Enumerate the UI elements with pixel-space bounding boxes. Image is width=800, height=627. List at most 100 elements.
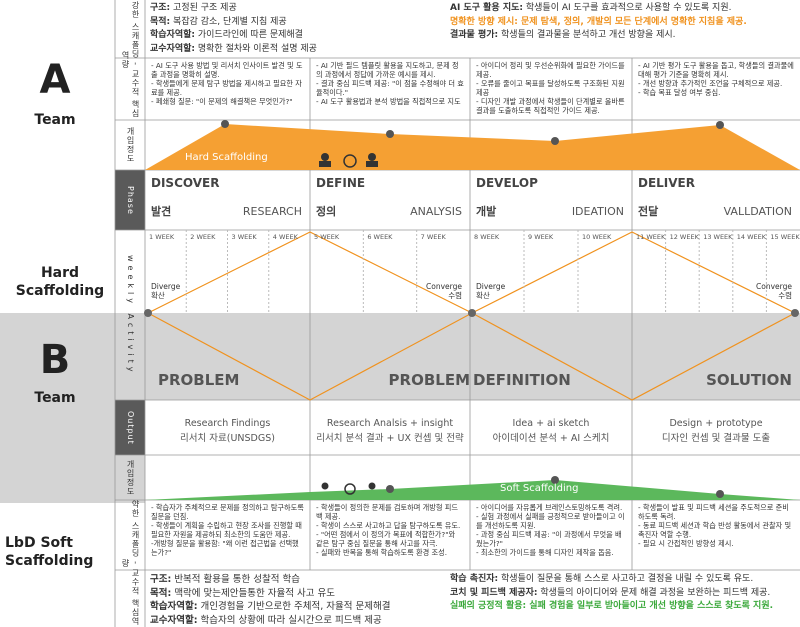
week-label: 5 WEEK <box>314 233 340 241</box>
output-en: Idea + ai sketch <box>512 418 590 429</box>
row-label: 강한 스캐폴딩 - 교수적 핵심역량 <box>121 1 140 119</box>
info-line: 학습 촉진자: 학생들이 질문을 통해 스스로 사고하고 결정을 내릴 수 있도… <box>450 574 795 585</box>
output-ko: 리서치 자료(UNSDGS) <box>180 433 275 444</box>
bullet-text: - 동료 피드백 세션과 학습 반성 활동에서 관찰자 및 촉진자 역할 수행. <box>638 521 792 539</box>
info-text: 맥락에 맞는제안들통한 자율적 사고 유도 <box>174 587 335 599</box>
bullet-text: - AI 도구 활용법과 분석 방법을 직접적으로 지도 <box>316 97 461 106</box>
bullet-text: - 학생들이 발표 및 피드백 세션을 주도적으로 준비하도록 독려. <box>638 503 789 521</box>
week-label: 12 WEEK <box>669 233 699 241</box>
row-label: 개입정도 <box>126 127 135 163</box>
activity-label: DEFINITION <box>473 371 571 389</box>
info-text: 학생들이 AI 도구를 효과적으로 사용할 수 있도록 지원. <box>525 3 732 13</box>
info-text: 반복적 활용을 통한 성찰적 학습 <box>174 574 301 585</box>
flow-en: Diverge <box>476 282 506 291</box>
info-text: 실패 경험을 일부로 받아들이고 개선 방향을 스스로 찾도록 지원. <box>529 601 774 611</box>
info-line: AI 도구 활용 지도: 학생들이 AI 도구를 효과적으로 사용할 수 있도록… <box>450 3 795 14</box>
info-label: 명확한 방향 제시: <box>450 16 518 27</box>
info-text: 학생들의 결과물을 분석하고 개선 방향을 제시. <box>501 30 676 40</box>
bullet-text: - 학생들이 계획을 수립하고 현장 조사를 진행할 때 필요한 자원을 제공하… <box>151 521 302 539</box>
bullet-text: - 실패와 반복을 통해 학습하도록 환경 조성. <box>316 548 448 557</box>
bullet-text: - 오류를 줄이고 목표를 달성하도록 구조화된 지원 제공 <box>476 79 625 97</box>
bullet-text: - 아이디어를 자유롭게 브레인스토밍하도록 격려. <box>476 503 623 512</box>
bullet-box: - AI 도구 사용 방법 및 리서치 인사이트 발견 및 도출 과정을 명확히… <box>151 61 304 119</box>
flow-label: Diverge 확산 <box>151 282 180 301</box>
info-text: 고정된 구조 제공 <box>173 3 237 13</box>
info-label: 교수자역할: <box>150 43 195 54</box>
week-label: 9 WEEK <box>528 233 554 241</box>
phase-en: DEFINE <box>316 176 366 190</box>
output-ko: 디자인 컨셉 및 결과물 도출 <box>661 433 771 444</box>
bullet-text: - 과정 중심 피드백 제공: "이 과정에서 무엇을 배웠는가?" <box>476 530 622 548</box>
bullet-text: - 학생들에게 문제 탐구 방법을 제시하고 필요한 자료를 제공. <box>151 79 302 97</box>
info-label: 코치 및 피드백 제공자: <box>450 587 538 598</box>
soft-scaffolding: LbD Soft Scaffolding <box>5 535 94 569</box>
phase-cell <box>115 170 145 230</box>
output-ko: 아이데이션 분석 + AI 스케치 <box>492 433 610 444</box>
info-text: 문제 탐색, 정의, 개발의 모든 단계에서 명확한 지침을 제공. <box>520 16 747 27</box>
info-text: 학습자의 상황에 따라 실시간으로 피드백 제공 <box>200 614 382 626</box>
week-grid <box>185 230 767 313</box>
activity-label: SOLUTION <box>706 371 792 389</box>
week-label: 14 WEEK <box>736 233 767 241</box>
a-letter: A <box>39 57 71 103</box>
info-text: 명확한 절차와 이론적 설명 제공 <box>197 43 317 54</box>
week-label: 13 WEEK <box>703 233 733 241</box>
week-label: 4 WEEK <box>272 233 298 241</box>
info-line: 실패의 긍정적 활용: 실패 경험을 일부로 받아들이고 개선 방향을 스스로 … <box>450 601 795 612</box>
phase-ko: 전달 <box>638 205 659 218</box>
phase-en: DISCOVER <box>151 176 220 190</box>
row-label: weekly Activity <box>126 254 135 376</box>
bullet-text: - 페쇄형 질문: "이 문제의 해결책은 무엇인가?" <box>151 97 293 106</box>
info-line: 교수자역할: 명확한 절차와 이론적 설명 제공 <box>150 44 440 55</box>
bullet-text: -개방형 질문을 활용함: "왜 이런 접근법을 선택했는가?" <box>151 539 299 557</box>
week-label: 6 WEEK <box>367 233 393 241</box>
flow-label: Diverge 확산 <box>476 282 505 301</box>
output-en: Research Findings <box>184 418 271 429</box>
info-line: 학습자역할: 가이드라인에 따른 문제해결 <box>150 30 440 41</box>
flow-en: Converge <box>756 282 792 291</box>
bullet-text: - 디자인 개발 과정에서 학생들이 단계별로 올바른 결과를 도출하도록 직접… <box>476 97 625 115</box>
info-label: 학습자역할: <box>150 30 195 40</box>
week-label: 3 WEEK <box>231 233 257 241</box>
info-line: 명확한 방향 제시: 문제 탐색, 정의, 개발의 모든 단계에서 명확한 지침… <box>450 17 795 28</box>
hard-dots <box>221 120 724 145</box>
flow-dots <box>144 309 799 317</box>
bullet-text: - 학생들이 정의한 문제를 검토하며 개방형 피드백 제공. <box>316 503 458 521</box>
phase-ko: 정의 <box>316 205 337 218</box>
bullet-text: - 최소한의 가이드를 통해 디자인 제작을 돕음. <box>476 548 614 557</box>
info-label: 결과물 평가: <box>450 30 499 40</box>
bullet-text: - 결과 중심 피드백 제공: "이 점을 수정해야 더 효율적이다." <box>316 79 464 97</box>
soft-curve-label: Soft Scaffolding <box>500 483 579 494</box>
phase-en: DELIVER <box>638 176 695 190</box>
bullet-text: - 개선 방향과 추가적인 조언을 구체적으로 제공. <box>638 79 783 88</box>
bullet-box: - 아이디어를 자유롭게 브레인스토밍하도록 격려. - 실험 과정에서 실패를 … <box>476 503 626 569</box>
flow-ko: 수렴 <box>448 291 462 301</box>
output-ko: 리서치 분석 결과 + UX 컨셉 및 전략 <box>316 433 464 444</box>
hard-curve-label: Hard Scaffolding <box>185 152 268 163</box>
bullet-text: - 아이디어 정리 및 우선순위화에 필요한 가이드를 제공. <box>476 61 625 79</box>
phase-en: DEVELOP <box>476 176 538 190</box>
phase-sub: IDEATION <box>571 205 624 218</box>
info-text: 학생들이 질문을 통해 스스로 사고하고 결정을 내릴 수 있도록 유도. <box>501 574 754 584</box>
week-label: 7 WEEK <box>420 233 446 241</box>
week-label: 8 WEEK <box>474 233 500 241</box>
bullet-text: - 학습 목표 달성 여부 중심. <box>638 88 721 97</box>
a-team: Team <box>34 112 76 128</box>
row-label: 개입정도 <box>126 459 135 496</box>
output-en: Research Analsis + insight <box>326 418 454 429</box>
info-line: 코치 및 피드백 제공자: 학생들의 아이디어와 문제 해결 과정을 보완하는 … <box>450 588 795 599</box>
week-label: 10 WEEK <box>582 233 612 241</box>
flow-en: Diverge <box>151 282 181 291</box>
info-label: AI 도구 활용 지도: <box>450 3 523 13</box>
phase-ko: 발견 <box>151 205 172 218</box>
info-line: 교수자역할: 학습자의 상황에 따라 실시간으로 피드백 제공 <box>150 615 440 627</box>
output-cell <box>115 400 145 455</box>
activity-label: PROBLEM <box>158 371 240 389</box>
bullet-box: - 학생들이 발표 및 피드백 세션을 주도적으로 준비하도록 독려. - 동료 … <box>638 503 794 569</box>
info-label: 목적: <box>150 16 171 27</box>
flow-label: Converge 수렴 <box>632 282 792 301</box>
info-text: 가이드라인에 따른 문제해결 <box>197 30 303 40</box>
flow-ko: 수렴 <box>778 291 792 301</box>
